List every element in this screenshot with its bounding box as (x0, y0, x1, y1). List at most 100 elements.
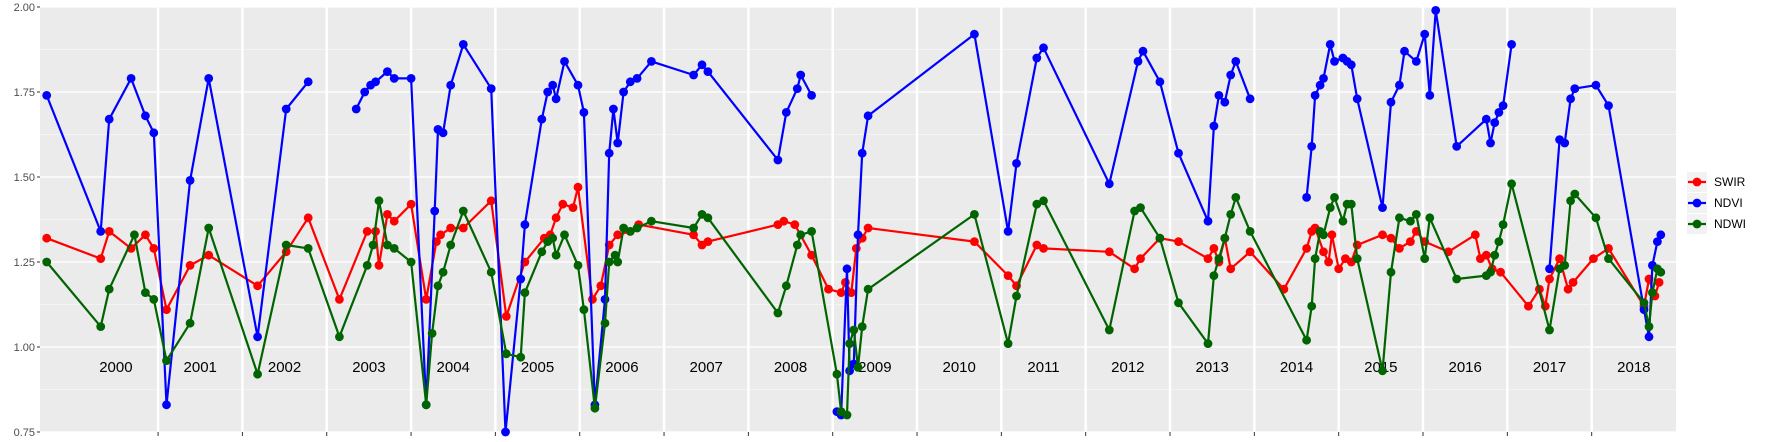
data-point (1570, 84, 1580, 93)
data-point (1155, 233, 1165, 243)
data-point (632, 74, 642, 83)
data-point (610, 250, 620, 260)
data-point (1560, 138, 1570, 148)
data-point (1245, 94, 1255, 104)
data-point (1307, 142, 1317, 151)
data-point (486, 84, 496, 93)
year-label: 2014 (1280, 359, 1313, 376)
data-point (1352, 94, 1362, 104)
data-point (1310, 91, 1320, 100)
data-point (162, 356, 171, 365)
data-point (537, 247, 547, 257)
data-point (863, 284, 873, 294)
data-point (846, 288, 856, 297)
data-point (141, 230, 150, 240)
data-point (360, 87, 370, 97)
data-point (253, 281, 262, 291)
y-tick-label: 0.75 (14, 427, 35, 439)
data-point (1330, 57, 1339, 66)
data-point (446, 80, 456, 90)
data-point (1319, 230, 1328, 240)
data-point (141, 288, 150, 297)
data-point (1395, 244, 1404, 253)
data-point (842, 264, 852, 274)
data-point (516, 274, 526, 284)
data-point (697, 60, 707, 70)
data-point (141, 111, 150, 121)
data-point (96, 254, 106, 263)
data-point (1498, 220, 1508, 230)
data-point (625, 227, 635, 236)
data-point (600, 318, 610, 328)
data-point (1352, 254, 1362, 263)
data-point (1566, 94, 1575, 104)
data-point (1352, 240, 1362, 250)
data-point (853, 230, 863, 240)
data-point (551, 250, 561, 260)
data-point (792, 84, 802, 93)
data-point (1395, 80, 1404, 90)
series-line (45, 77, 310, 406)
data-point (1545, 325, 1554, 335)
year-label: 2010 (943, 359, 976, 376)
data-point (253, 332, 262, 342)
data-point (647, 57, 656, 66)
data-point (1496, 267, 1505, 277)
data-point (796, 70, 806, 80)
data-point (689, 223, 698, 233)
data-point (406, 74, 416, 83)
data-point (781, 108, 791, 117)
data-point (1012, 291, 1021, 301)
year-label: 2004 (437, 359, 470, 376)
data-point (149, 295, 159, 304)
data-point (204, 250, 214, 260)
y-tick-label: 1.00 (14, 342, 35, 354)
data-point (1470, 230, 1480, 240)
data-point (1431, 5, 1441, 15)
data-point (1174, 237, 1183, 247)
year-label: 2009 (858, 359, 891, 376)
data-point (185, 261, 195, 270)
data-point (1214, 91, 1224, 100)
data-point (1209, 121, 1219, 131)
data-point (600, 295, 610, 304)
data-point (579, 108, 589, 117)
data-point (1524, 301, 1533, 311)
data-point (1570, 189, 1580, 199)
data-point (520, 288, 530, 297)
data-point (1334, 264, 1344, 274)
data-point (1486, 267, 1495, 277)
data-point (1130, 264, 1139, 274)
data-point (1032, 53, 1042, 63)
year-label: 2018 (1617, 359, 1650, 376)
data-point (807, 227, 816, 236)
year-label: 2016 (1448, 359, 1481, 376)
data-point (807, 250, 816, 260)
data-point (779, 216, 789, 226)
data-point (773, 308, 783, 318)
data-point (1012, 159, 1021, 168)
data-point (1039, 43, 1048, 53)
data-point (104, 227, 114, 236)
legend-key-point (1692, 219, 1702, 229)
data-point (1653, 237, 1662, 247)
data-point (560, 57, 569, 66)
data-point (1302, 193, 1311, 202)
data-point (185, 318, 195, 328)
data-point (573, 261, 583, 270)
data-point (458, 223, 468, 233)
data-point (1324, 257, 1333, 267)
data-point (1302, 335, 1311, 345)
data-point (1338, 216, 1348, 226)
data-point (446, 223, 456, 233)
data-point (1245, 227, 1255, 236)
data-point (1545, 264, 1554, 274)
data-point (281, 104, 291, 114)
data-point (613, 230, 623, 240)
data-point (781, 281, 791, 291)
data-point (573, 80, 583, 90)
data-point (1039, 196, 1048, 206)
data-point (558, 199, 568, 209)
data-point (1481, 250, 1491, 260)
data-point (836, 288, 846, 297)
